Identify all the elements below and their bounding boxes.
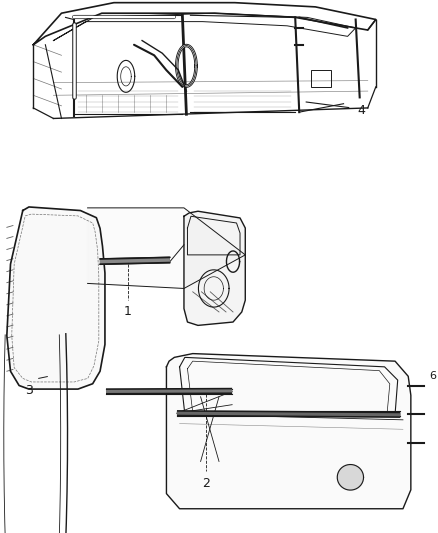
- Polygon shape: [7, 207, 105, 389]
- Text: 3: 3: [25, 384, 33, 397]
- Text: 1: 1: [124, 305, 132, 318]
- Polygon shape: [184, 211, 245, 325]
- Text: 4: 4: [358, 103, 366, 117]
- Bar: [311, 70, 332, 87]
- Polygon shape: [88, 208, 245, 288]
- Text: 6: 6: [429, 372, 436, 381]
- Polygon shape: [166, 353, 411, 508]
- Text: 2: 2: [202, 477, 210, 490]
- Polygon shape: [337, 465, 364, 490]
